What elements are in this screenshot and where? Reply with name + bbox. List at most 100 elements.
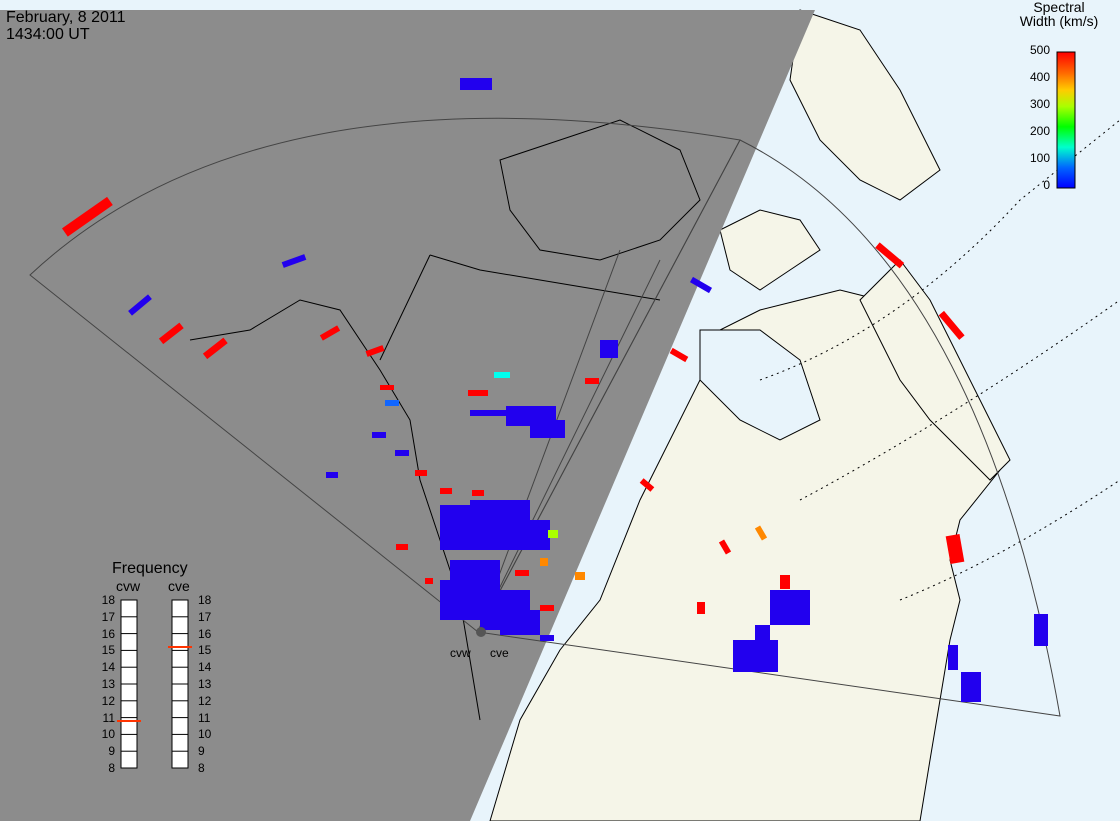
echo-cell: [585, 378, 599, 384]
cve-frequency-tick: 12: [198, 693, 212, 708]
yukon-border: [379, 254, 431, 361]
echo-cell: [470, 410, 520, 416]
echo-cell: [754, 525, 768, 541]
echo-cell: [472, 490, 484, 496]
echo-cell: [689, 276, 713, 294]
echo-cell: [945, 533, 965, 565]
radar-site-marker: [476, 627, 486, 637]
echo-cell: [718, 539, 732, 555]
cve-frequency-tick: 17: [198, 609, 212, 624]
legend-tick-400: 400: [1029, 70, 1050, 84]
echo-cell: [755, 625, 770, 640]
legend-tick-0: 0: [1043, 178, 1050, 192]
echo-cell: [425, 578, 433, 584]
cvw-frequency-tick: 15: [101, 643, 115, 658]
echo-cell: [875, 242, 905, 269]
echo-cell: [380, 385, 394, 390]
cvw-frequency-tick: 17: [101, 609, 115, 624]
echo-cell: [540, 635, 554, 641]
arctic-coast: [429, 254, 661, 301]
echo-cell: [540, 558, 548, 566]
site-label-cvw: cvw: [450, 646, 471, 660]
fov-cvw: [29, 117, 741, 633]
echo-cell: [515, 570, 529, 576]
cvw-frequency-tick: 8: [108, 761, 115, 775]
cve-frequency-tick: 15: [198, 643, 212, 658]
labrador-land: [859, 259, 1011, 481]
legend-title: Spectral Width (km/s): [1000, 0, 1118, 28]
cvw-frequency-tick: 10: [101, 727, 115, 742]
cve-frequency-tick: 10: [198, 727, 212, 742]
echo-cell: [530, 420, 565, 438]
fov-outline: [29, 117, 1061, 717]
site-label-cve: cve: [490, 646, 509, 660]
cvw-frequency-tick: 11: [102, 710, 115, 725]
greenland-land: [789, 9, 941, 201]
echo-cell: [365, 345, 385, 357]
echo-cell: [385, 400, 399, 406]
echo-cell: [470, 500, 530, 520]
land-masses: [489, 9, 1011, 821]
hudson-bay-water: [699, 329, 821, 441]
cvw-frequency-tick: 12: [101, 693, 115, 708]
echo-cell: [697, 602, 705, 614]
echo-cell: [281, 254, 307, 268]
cvw-frequency-tick: 18: [101, 593, 115, 607]
echo-cell: [669, 347, 689, 363]
cve-radar-label: cve: [168, 578, 190, 594]
echo-cell: [440, 580, 480, 620]
echo-cell: [770, 590, 810, 625]
echo-cell: [62, 196, 113, 237]
legend-tick-200: 200: [1029, 124, 1050, 138]
cve-frequency-tick: 13: [198, 677, 212, 691]
legend-tick-100: 100: [1029, 151, 1050, 165]
echo-cell: [202, 337, 228, 360]
arctic-islands: [499, 119, 701, 261]
echo-cell: [733, 640, 778, 672]
echo-cell: [460, 78, 492, 90]
echo-cell: [938, 310, 965, 340]
echo-cell: [415, 470, 427, 476]
cvw-radar-label: cvw: [116, 578, 141, 594]
frequency-bars: [117, 599, 192, 769]
echo-cell: [158, 322, 184, 345]
echo-cell: [500, 610, 540, 635]
cve-frequency-tick: 8: [198, 761, 205, 775]
echo-cell: [600, 340, 618, 358]
cvw-frequency-tick: 14: [101, 660, 115, 675]
radar-echoes: [62, 78, 1048, 702]
legend-title-line2: Width (km/s): [1019, 13, 1099, 29]
echo-cell: [1034, 614, 1048, 646]
echo-cell: [326, 472, 338, 478]
fov-cve: [477, 139, 1061, 717]
echo-cell: [540, 605, 554, 611]
legend-tick-500: 500: [1029, 43, 1050, 57]
cvw-frequency-tick: 13: [101, 677, 115, 691]
echo-cell: [780, 575, 790, 589]
time-label: 1434:00 UT: [6, 26, 90, 43]
echo-cell: [575, 572, 585, 580]
echo-cell: [396, 544, 408, 550]
echo-cell: [468, 390, 488, 396]
frequency-gridlines: [121, 616, 188, 752]
echo-cell: [372, 432, 386, 438]
date-label: February, 8 2011: [6, 9, 126, 26]
echo-cell: [961, 672, 981, 702]
legend-title-line1: Spectral: [1033, 0, 1085, 15]
echo-cell: [639, 478, 655, 492]
echo-cell: [494, 372, 510, 378]
echo-cell: [319, 325, 341, 341]
echo-cell: [395, 450, 409, 456]
colorbar: [1056, 51, 1076, 189]
cve-frequency-tick: 9: [198, 744, 205, 759]
legend-tick-300: 300: [1029, 97, 1050, 111]
baffin-land: [719, 209, 821, 291]
cve-frequency-tick: 18: [198, 593, 212, 607]
fov-beam-center: [477, 249, 661, 633]
cvw-frequency-tick: 9: [108, 744, 115, 759]
cvw-frequency-tick: 16: [101, 626, 115, 641]
echo-cell: [548, 530, 558, 538]
echo-cell: [440, 488, 452, 494]
echo-cell: [948, 645, 958, 670]
